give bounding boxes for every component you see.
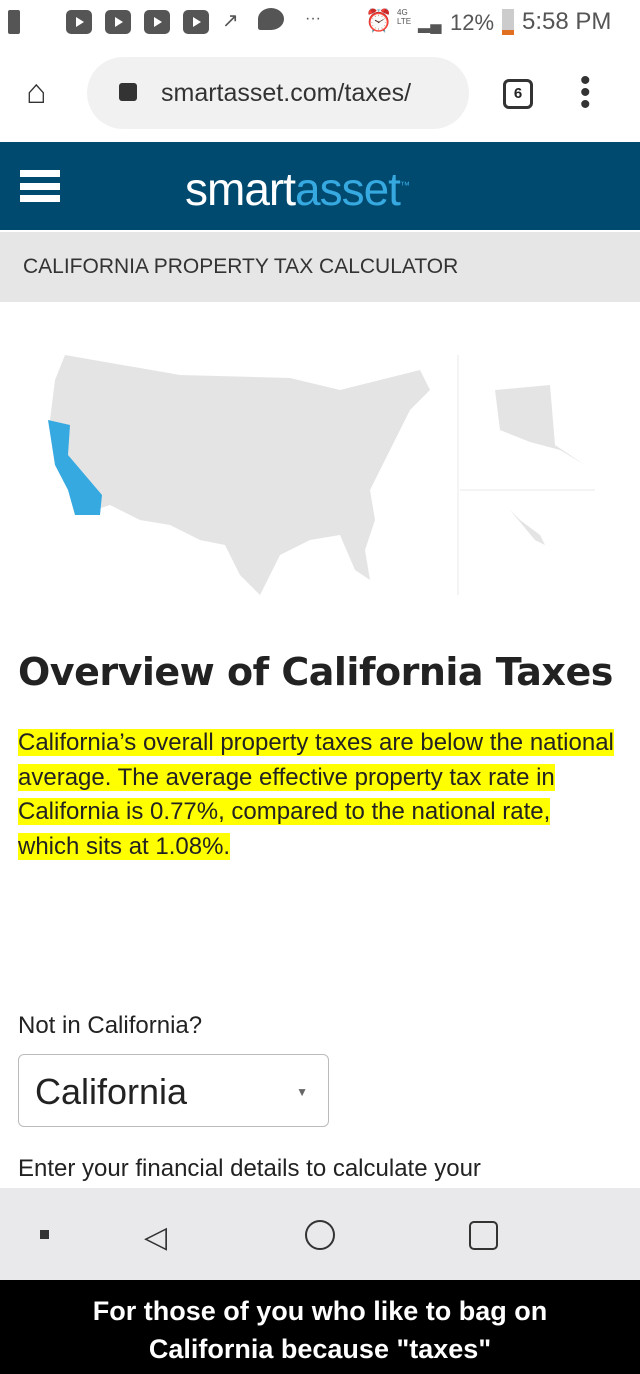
logo[interactable]: smartasset™ xyxy=(185,163,410,215)
california xyxy=(48,420,102,515)
meme-caption: For those of you who like to bag on Cali… xyxy=(0,1280,640,1374)
us-map xyxy=(48,355,595,595)
lock-icon xyxy=(119,83,137,101)
menu-icon[interactable]: • • • xyxy=(580,64,591,121)
keyboard-toggle-icon[interactable] xyxy=(40,1230,49,1239)
url-text: smartasset.com/taxes/ xyxy=(161,79,412,107)
trending-icon: ↗ xyxy=(222,10,239,32)
tab-switcher-button[interactable]: 6 xyxy=(503,79,533,109)
battery-percent: 12% xyxy=(450,10,495,35)
alaska xyxy=(495,385,585,465)
hamburger-icon[interactable] xyxy=(20,170,60,202)
android-nav-bar: ◁ xyxy=(0,1188,640,1280)
battery-icon xyxy=(502,9,514,35)
youtube-icon xyxy=(105,10,131,34)
battery-alert-icon xyxy=(8,10,20,34)
home-button-icon[interactable] xyxy=(305,1220,335,1250)
hawaii xyxy=(510,510,545,545)
caption-line: For those of you who like to bag on xyxy=(92,1296,548,1326)
status-bar: ↗ ··· ⏰ 4G LTE ▂▄ 12% 5:58 PM xyxy=(0,0,640,45)
clock: 5:58 PM xyxy=(522,8,612,35)
browser-toolbar: ⌂ smartasset.com/taxes/ 6 • • • xyxy=(0,45,640,142)
more-notifications-icon: ··· xyxy=(305,10,321,27)
back-icon[interactable]: ◁ xyxy=(144,1221,168,1254)
enter-details-text: Enter your financial details to calculat… xyxy=(18,1155,481,1182)
state-select[interactable]: California ▼ xyxy=(18,1054,329,1127)
youtube-icon xyxy=(144,10,170,34)
home-icon[interactable]: ⌂ xyxy=(26,73,47,111)
overview-paragraph: California’s overall property taxes are … xyxy=(18,729,614,860)
url-bar[interactable]: smartasset.com/taxes/ xyxy=(87,57,469,129)
network-type: 4G LTE xyxy=(397,8,412,26)
recents-icon[interactable] xyxy=(469,1221,498,1250)
site-header: smartasset™ xyxy=(0,142,640,230)
youtube-icon xyxy=(66,10,92,34)
tab-count: 6 xyxy=(513,85,523,102)
not-in-label: Not in California? xyxy=(18,1012,203,1039)
page-subheader: CALIFORNIA PROPERTY TAX CALCULATOR xyxy=(0,232,640,302)
us-mainland xyxy=(50,355,430,595)
youtube-icon xyxy=(183,10,209,34)
page-heading: Overview of California Taxes xyxy=(18,650,613,694)
twitter-icon xyxy=(258,8,284,30)
alarm-icon: ⏰ xyxy=(365,8,393,33)
caption-line: California because "taxes" xyxy=(148,1334,492,1364)
signal-icon: ▂▄ xyxy=(418,16,442,33)
dropdown-arrow-icon: ▼ xyxy=(296,1085,308,1099)
